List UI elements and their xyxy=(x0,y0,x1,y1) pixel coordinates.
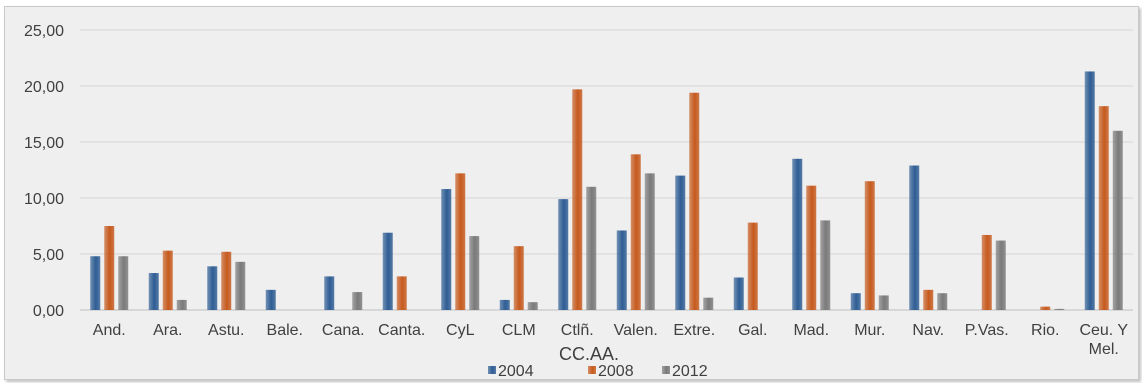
x-tick-label: Mad. xyxy=(793,322,829,339)
bar-2008 xyxy=(1040,306,1051,310)
x-tick-label: Canta. xyxy=(378,322,425,339)
y-tick-label: 15,00 xyxy=(24,135,64,152)
bar-2004 xyxy=(792,158,803,310)
bar-2008 xyxy=(1098,106,1109,310)
bar-2008 xyxy=(396,276,407,310)
legend-swatch-2004 xyxy=(488,366,496,374)
bars xyxy=(90,71,1123,310)
bar-2008 xyxy=(572,89,583,310)
bar-2012 xyxy=(1054,308,1065,310)
bar-2008 xyxy=(923,289,934,310)
chart-area xyxy=(4,6,1139,380)
bar-2012 xyxy=(1112,130,1123,310)
x-axis-ticks: And. Ara. Astu. Bale. Cana. Canta. CyL CLM Ctlñ.… xyxy=(93,322,1129,358)
y-tick-label: 25,00 xyxy=(24,23,64,40)
legend-label: 2004 xyxy=(498,363,534,380)
bar-2008 xyxy=(455,173,466,310)
bar-2008 xyxy=(162,250,173,310)
x-tick-label: Ctlñ. xyxy=(561,322,594,339)
bar-2012 xyxy=(644,173,655,310)
bar-2008 xyxy=(747,222,758,310)
bar-2012 xyxy=(586,186,597,310)
bar-2008 xyxy=(864,181,875,310)
bar-2012 xyxy=(995,240,1006,310)
bar-2004 xyxy=(148,273,159,310)
x-tick-label: Extre. xyxy=(673,322,715,339)
bar-2012 xyxy=(469,236,480,310)
bar-2004 xyxy=(850,293,861,310)
x-tick-label: CLM xyxy=(502,322,536,339)
x-tick-label: Gal. xyxy=(738,322,767,339)
bar-2004 xyxy=(324,276,335,310)
x-tick-label: P.Vas. xyxy=(965,322,1009,339)
gridlines xyxy=(80,29,1133,311)
bar-2004 xyxy=(1084,71,1095,310)
bar-2004 xyxy=(90,256,101,310)
bar-2004 xyxy=(909,165,920,310)
bar-2004 xyxy=(441,189,452,310)
bar-2008 xyxy=(630,154,641,310)
bar-2004 xyxy=(733,277,744,310)
bar-2012 xyxy=(176,299,187,310)
bar-2012 xyxy=(235,261,246,310)
legend-label: 2012 xyxy=(672,363,708,380)
bar-2012 xyxy=(820,220,831,310)
x-tick-label: Mur. xyxy=(854,322,885,339)
legend-swatch-2012 xyxy=(662,366,670,374)
y-axis-ticks: 0,00 5,00 10,00 15,00 20,00 25,00 xyxy=(24,23,64,320)
x-axis-label: CC.AA. xyxy=(559,344,619,364)
legend-swatch-2008 xyxy=(588,366,596,374)
x-tick-label: Ceu. Y Mel. xyxy=(1079,322,1128,358)
bar-2004 xyxy=(382,232,393,310)
x-tick-label: Nav. xyxy=(912,322,944,339)
bar-2008 xyxy=(221,251,232,310)
x-tick-label: Rio. xyxy=(1031,322,1059,339)
x-tick-label: CyL xyxy=(446,322,475,339)
x-tick-label: Ara. xyxy=(153,322,182,339)
y-tick-label: 10,00 xyxy=(24,191,64,208)
bar-2012 xyxy=(118,256,129,310)
x-tick-label: Bale. xyxy=(267,322,303,339)
bar-2004 xyxy=(499,299,510,310)
bar-2008 xyxy=(806,185,817,310)
x-tick-label: Astu. xyxy=(208,322,244,339)
y-tick-label: 20,00 xyxy=(24,79,64,96)
x-tick-label: Valen. xyxy=(614,322,658,339)
bar-2004 xyxy=(558,199,569,310)
bar-2012 xyxy=(878,295,889,310)
bar-2008 xyxy=(689,92,700,310)
bar-2004 xyxy=(207,266,218,310)
bar-2012 xyxy=(703,297,714,310)
y-tick-label: 0,00 xyxy=(33,303,64,320)
bar-2004 xyxy=(616,230,627,310)
bar-2004 xyxy=(675,175,686,310)
legend-label: 2008 xyxy=(598,363,634,380)
bar-2008 xyxy=(981,234,992,310)
y-tick-label: 5,00 xyxy=(33,247,64,264)
bar-2012 xyxy=(352,292,363,310)
bar-2008 xyxy=(513,246,524,310)
bar-2012 xyxy=(937,293,948,310)
x-tick-label: Cana. xyxy=(322,322,365,339)
bar-2004 xyxy=(265,289,276,310)
x-tick-label: And. xyxy=(93,322,126,339)
bar-2008 xyxy=(104,226,115,310)
bar-2012 xyxy=(527,302,538,310)
legend: 2004 2008 2012 xyxy=(488,363,708,380)
